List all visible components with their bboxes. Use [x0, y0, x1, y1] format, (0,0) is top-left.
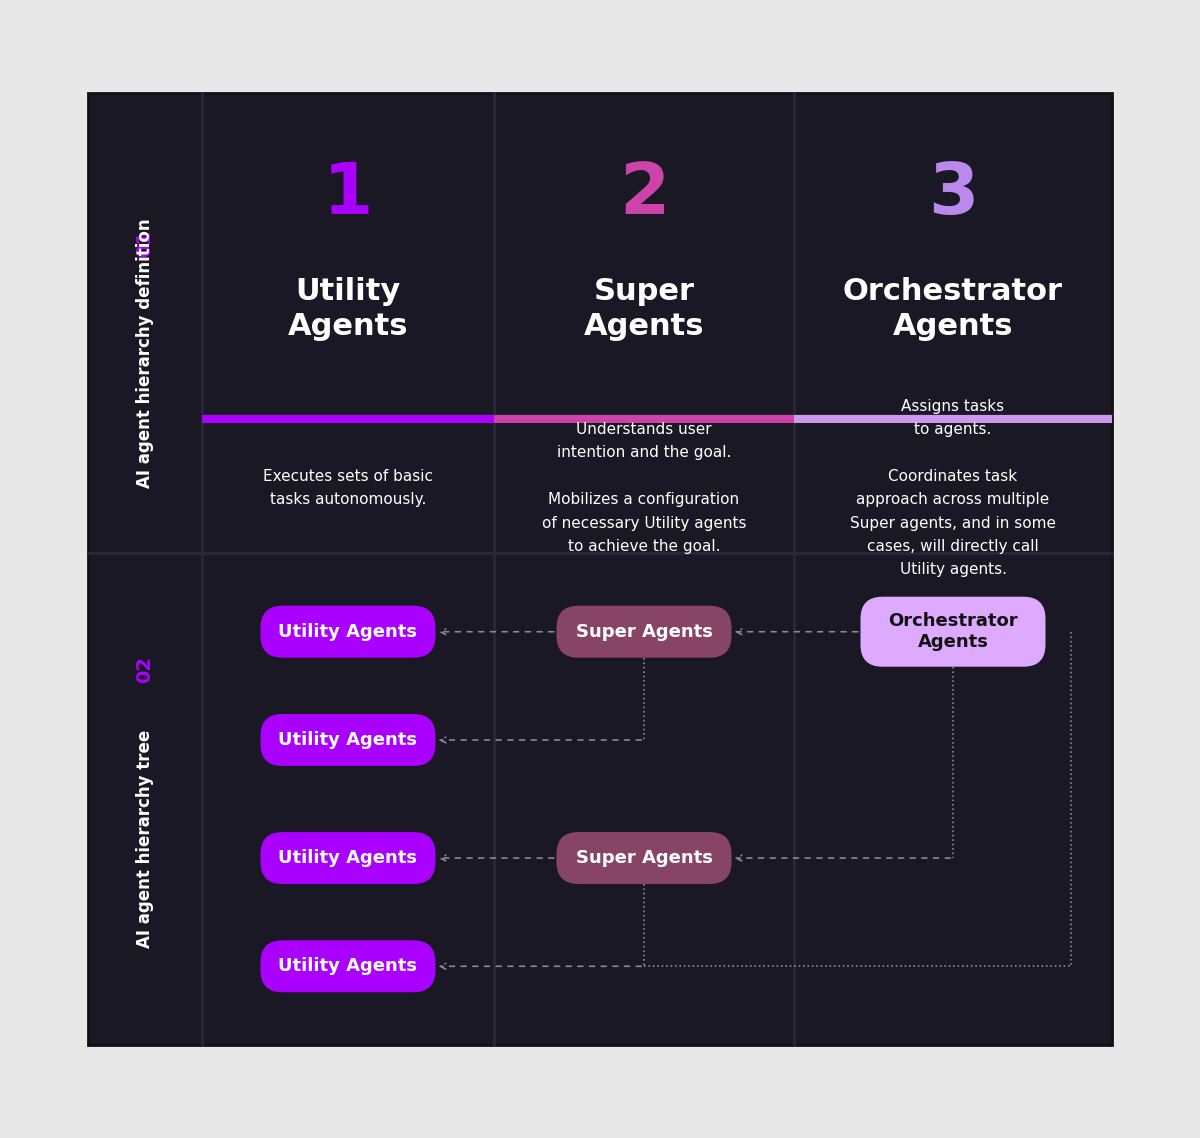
- Text: Utility Agents: Utility Agents: [278, 957, 418, 975]
- FancyBboxPatch shape: [860, 596, 1045, 667]
- FancyBboxPatch shape: [557, 605, 732, 658]
- Text: Orchestrator
Agents: Orchestrator Agents: [842, 277, 1063, 341]
- Text: Orchestrator
Agents: Orchestrator Agents: [888, 612, 1018, 651]
- Text: 3: 3: [928, 159, 978, 229]
- FancyBboxPatch shape: [557, 832, 732, 884]
- Text: Assigns tasks
to agents.

Coordinates task
approach across multiple
Super agents: Assigns tasks to agents. Coordinates tas…: [850, 398, 1056, 577]
- Text: 2: 2: [619, 159, 670, 229]
- Text: Super Agents: Super Agents: [576, 849, 713, 867]
- FancyBboxPatch shape: [260, 605, 436, 658]
- Text: Utility Agents: Utility Agents: [278, 731, 418, 749]
- Bar: [494, 415, 794, 423]
- Text: Executes sets of basic
tasks autonomously.: Executes sets of basic tasks autonomousl…: [263, 469, 433, 508]
- Bar: [88, 93, 1112, 1045]
- Text: 1: 1: [323, 159, 373, 229]
- FancyBboxPatch shape: [260, 940, 436, 992]
- Text: Super
Agents: Super Agents: [583, 277, 704, 341]
- Text: Utility
Agents: Utility Agents: [288, 277, 408, 341]
- FancyBboxPatch shape: [260, 714, 436, 766]
- Bar: [202, 415, 494, 423]
- Text: AI agent hierarchy tree: AI agent hierarchy tree: [136, 729, 154, 948]
- Text: Utility Agents: Utility Agents: [278, 622, 418, 641]
- Text: AI agent hierarchy definition: AI agent hierarchy definition: [136, 218, 154, 488]
- Text: Understands user
intention and the goal.

Mobilizes a configuration
of necessary: Understands user intention and the goal.…: [541, 422, 746, 554]
- Bar: [794, 415, 1112, 423]
- Text: 02: 02: [136, 655, 155, 683]
- Text: Super Agents: Super Agents: [576, 622, 713, 641]
- Text: Utility Agents: Utility Agents: [278, 849, 418, 867]
- FancyBboxPatch shape: [260, 832, 436, 884]
- Text: 01: 01: [136, 230, 155, 256]
